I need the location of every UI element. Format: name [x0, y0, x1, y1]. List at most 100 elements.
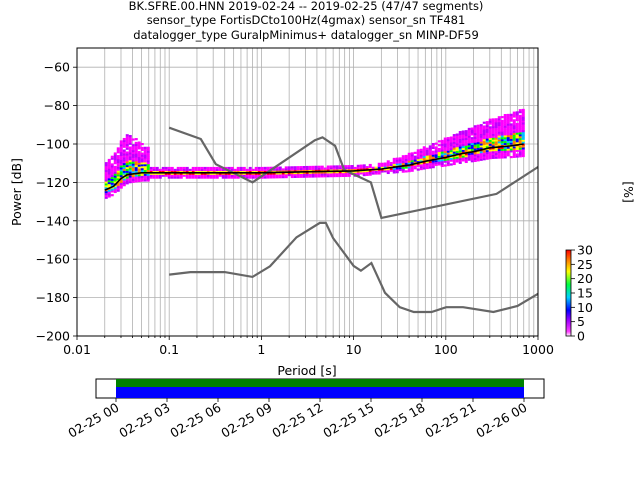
heatmap-cell	[116, 149, 120, 152]
heatmap-cell	[359, 166, 363, 169]
heatmap-cell	[161, 170, 165, 173]
heatmap-cell	[116, 183, 120, 187]
heatmap-cell	[137, 168, 141, 171]
heatmap-cell	[206, 170, 210, 173]
heatmap-cell	[470, 139, 474, 142]
heatmap-cell	[479, 156, 483, 159]
heatmap-cell	[449, 157, 453, 160]
heatmap-cell	[374, 166, 378, 169]
heatmap-cell	[143, 150, 147, 153]
heatmap-cell	[125, 180, 129, 183]
heatmap-cell	[452, 153, 456, 156]
heatmap-cell	[104, 185, 108, 188]
heatmap-cell	[398, 157, 402, 160]
heatmap-cell	[116, 155, 120, 158]
heatmap-cell	[503, 127, 507, 130]
heatmap-cell	[461, 157, 465, 160]
heatmap-cell	[419, 167, 423, 171]
heatmap-cell	[245, 168, 249, 172]
heatmap-cell	[395, 171, 399, 174]
heatmap-cell	[302, 171, 306, 174]
heatmap-cell	[161, 166, 165, 170]
heatmap-cell	[134, 153, 138, 156]
heatmap-cell	[500, 148, 504, 151]
heatmap-cell	[488, 137, 492, 141]
heatmap-cell	[359, 164, 363, 167]
heatmap-cell	[401, 170, 405, 173]
heatmap-cell	[422, 148, 426, 151]
heatmap-cell	[140, 158, 144, 161]
heatmap-cell	[443, 158, 447, 161]
heatmap-cell	[278, 168, 282, 171]
heatmap-cell	[170, 168, 174, 172]
heatmap-cell	[383, 168, 387, 171]
heatmap-cell	[407, 166, 411, 169]
heatmap-cell	[326, 175, 330, 178]
heatmap-cell	[521, 110, 525, 113]
heatmap-cell	[347, 172, 351, 175]
heatmap-cell	[224, 174, 228, 177]
heatmap-cell	[275, 176, 279, 179]
heatmap-cell	[221, 174, 225, 177]
heatmap-cell	[374, 170, 378, 173]
heatmap-cell	[404, 160, 408, 163]
heatmap-cell	[119, 180, 123, 183]
heatmap-cell	[434, 156, 438, 159]
heatmap-cell	[206, 168, 210, 172]
heatmap-cell	[509, 155, 513, 159]
heatmap-cell	[488, 122, 492, 125]
heatmap-cell	[212, 176, 216, 179]
heatmap-cell	[104, 177, 108, 180]
heatmap-cell	[104, 194, 108, 197]
heatmap-cell	[155, 172, 159, 175]
heatmap-cell	[131, 149, 135, 153]
heatmap-cell	[488, 130, 492, 133]
heatmap-cell	[416, 164, 420, 167]
heatmap-cell	[125, 134, 129, 137]
heatmap-cell	[443, 141, 447, 144]
heatmap-cell	[122, 137, 126, 141]
heatmap-cell	[143, 175, 147, 178]
heatmap-cell	[500, 137, 504, 140]
heatmap-cell	[305, 167, 309, 171]
heatmap-cell	[437, 155, 441, 158]
heatmap-cell	[413, 157, 417, 160]
heatmap-cell	[470, 160, 474, 163]
heatmap-cell	[416, 153, 420, 156]
heatmap-cell	[464, 135, 468, 139]
heatmap-cell	[176, 168, 180, 172]
heatmap-cell	[467, 131, 471, 134]
heatmap-cell	[476, 132, 480, 135]
heatmap-cell	[500, 127, 504, 130]
heatmap-cell	[239, 170, 243, 173]
heatmap-cell	[350, 168, 354, 172]
heatmap-cell	[137, 147, 141, 150]
heatmap-cell	[137, 152, 141, 156]
heatmap-cell	[497, 139, 501, 142]
heatmap-cell	[191, 174, 195, 177]
heatmap-cell	[113, 186, 117, 190]
heatmap-cell	[203, 170, 207, 173]
heatmap-cell	[290, 166, 294, 169]
heatmap-cell	[215, 176, 219, 179]
x-tick-label: 10	[346, 342, 362, 357]
heatmap-cell	[467, 129, 471, 132]
heatmap-cell	[479, 126, 483, 129]
heatmap-cell	[260, 176, 264, 179]
heatmap-cell	[263, 166, 267, 170]
heatmap-cell	[476, 141, 480, 145]
heatmap-cell	[497, 127, 501, 130]
heatmap-cell	[413, 151, 417, 154]
heatmap-cell	[341, 174, 345, 178]
heatmap-cell	[371, 172, 375, 175]
heatmap-cell	[467, 145, 471, 148]
heatmap-cell	[284, 174, 288, 177]
plot-grid	[76, 48, 538, 337]
heatmap-cell	[191, 166, 195, 170]
heatmap-cell	[485, 126, 489, 130]
heatmap-cell	[116, 174, 120, 177]
y-axis-label: Power [dB]	[9, 158, 24, 226]
heatmap-cell	[326, 167, 330, 170]
heatmap-cell	[437, 149, 441, 153]
heatmap-cell	[116, 176, 120, 179]
